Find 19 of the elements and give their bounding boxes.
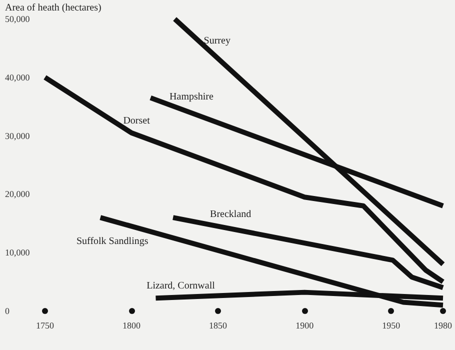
x-tick-label: 1980 — [434, 320, 452, 330]
y-tick-label: 0 — [5, 306, 10, 316]
x-tick-label: 1800 — [122, 320, 142, 330]
series-label: Suffolk Sandlings — [76, 236, 148, 248]
series-label: Dorset — [123, 115, 150, 126]
y-tick-label: 10,000 — [5, 248, 30, 258]
y-tick-label: 20,000 — [5, 189, 30, 200]
x-tick-label: 1850 — [209, 320, 228, 330]
series-label: Surrey — [204, 36, 230, 46]
series-label: Hampshire — [170, 91, 214, 102]
series-label: Lizard, Cornwall — [146, 280, 216, 292]
series-label: Breckland — [210, 209, 252, 220]
x-tick-label: 1900 — [296, 320, 314, 330]
x-tick-label: 1950 — [382, 320, 401, 330]
y-tick-label: 30,000 — [5, 130, 30, 141]
y-tick-label: 40,000 — [5, 72, 30, 82]
x-tick-label: 1750 — [36, 320, 54, 330]
y-axis-title: Area of heath (hectares) — [5, 2, 102, 14]
y-tick-label: 50,000 — [5, 14, 30, 24]
